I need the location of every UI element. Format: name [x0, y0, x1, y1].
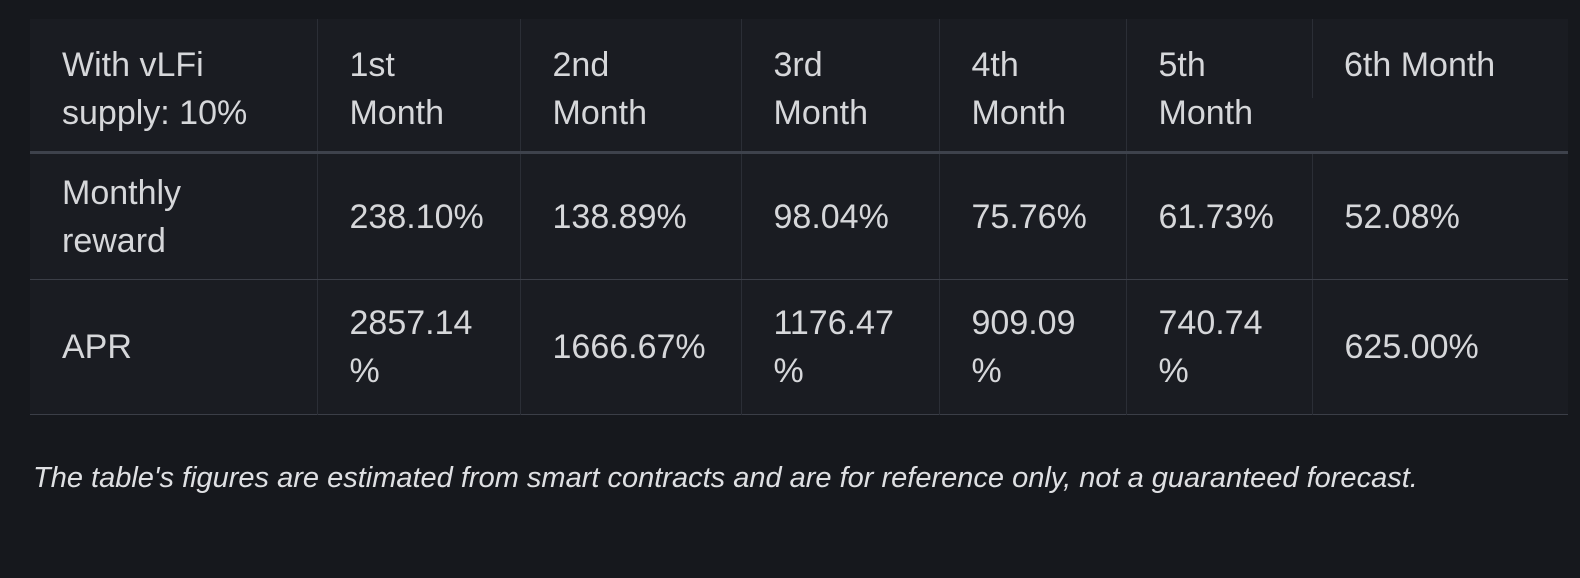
monthly-reward-month-4: 75.76%: [938, 152, 1126, 280]
table-header-row: With vLFi supply: 10% 1st Month 2nd Mont…: [30, 19, 1568, 154]
apr-month-3: 1176.47%: [740, 279, 939, 415]
footnote-disclaimer: The table's figures are estimated from s…: [33, 462, 1418, 494]
page: With vLFi supply: 10% 1st Month 2nd Mont…: [30, 19, 1568, 494]
header-month-2: 2nd Month: [519, 19, 741, 154]
apr-month-6: 625.00%: [1311, 279, 1568, 415]
header-supply-label: With vLFi supply: 10%: [30, 19, 317, 154]
header-month-4: 4th Month: [938, 19, 1126, 154]
monthly-reward-month-1: 238.10%: [316, 152, 520, 280]
monthly-reward-month-2: 138.89%: [519, 152, 741, 280]
row-label-monthly-reward: Monthly reward: [30, 152, 317, 280]
row-label-apr: APR: [62, 328, 132, 366]
vlfi-rewards-table: With vLFi supply: 10% 1st Month 2nd Mont…: [30, 19, 1568, 415]
header-month-1: 1st Month: [316, 19, 520, 154]
header-month-3: 3rd Month: [740, 19, 939, 154]
apr-month-1: 2857.14%: [316, 279, 520, 415]
apr-month-4: 909.09%: [938, 279, 1126, 415]
monthly-reward-month-6: 52.08%: [1311, 152, 1568, 280]
header-month-6: 6th Month: [1312, 19, 1568, 154]
apr-month-5: 740.74%: [1125, 279, 1312, 415]
monthly-reward-month-5: 61.73%: [1125, 152, 1312, 280]
header-month-5: 5th Month: [1125, 19, 1312, 154]
apr-month-2: 1666.67%: [519, 279, 741, 415]
table-row-monthly-reward: Monthly reward 238.10% 138.89% 98.04% 75…: [30, 152, 1568, 280]
table-row-apr: APR 2857.14% 1666.67% 1176.47% 909.09% 7…: [30, 279, 1568, 415]
monthly-reward-month-3: 98.04%: [740, 152, 939, 280]
